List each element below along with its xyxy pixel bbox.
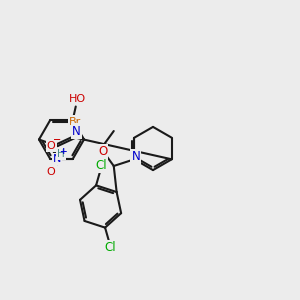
Text: +: + xyxy=(59,147,66,156)
Text: O: O xyxy=(98,145,107,158)
Text: O: O xyxy=(47,141,56,152)
Text: Br: Br xyxy=(69,116,81,127)
Text: O: O xyxy=(47,141,56,152)
Text: −: − xyxy=(52,135,61,146)
Text: HO: HO xyxy=(69,94,86,104)
Text: HO: HO xyxy=(69,94,86,104)
Text: H: H xyxy=(57,149,65,159)
Text: N: N xyxy=(131,150,140,164)
Text: O: O xyxy=(47,167,56,177)
Text: Cl: Cl xyxy=(95,159,107,172)
Text: +: + xyxy=(59,147,66,156)
Text: N: N xyxy=(72,124,81,138)
Text: O: O xyxy=(98,145,107,158)
Text: N: N xyxy=(53,154,61,164)
Text: N: N xyxy=(53,154,61,164)
Text: O: O xyxy=(47,167,56,177)
Text: −: − xyxy=(52,135,61,146)
Text: Cl: Cl xyxy=(95,159,107,172)
Text: Cl: Cl xyxy=(104,241,116,254)
Text: N: N xyxy=(72,124,81,138)
Text: Br: Br xyxy=(69,116,81,127)
Text: H: H xyxy=(57,149,65,159)
Text: Cl: Cl xyxy=(104,241,116,254)
Text: N: N xyxy=(131,150,140,164)
